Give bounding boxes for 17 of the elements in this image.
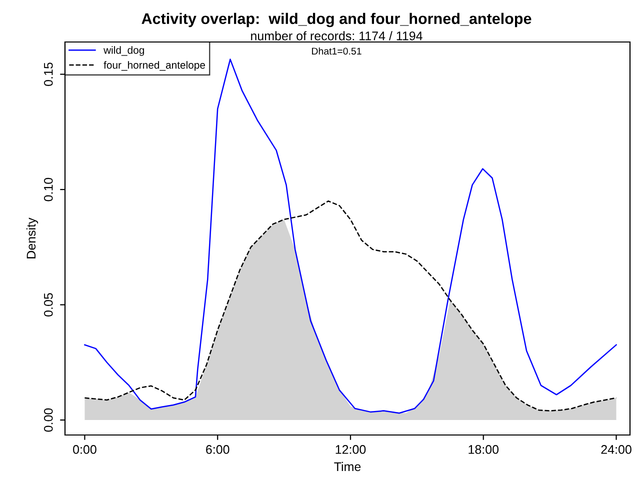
legend-label: wild_dog: [104, 46, 144, 56]
y-tick-label: 0.05: [44, 293, 53, 316]
annotation: Dhat1=0.51: [312, 47, 362, 55]
y-tick-label: 0.15: [44, 62, 53, 86]
x-tick-label: 12:00: [336, 445, 366, 454]
y-tick-label: 0.10: [44, 178, 53, 202]
chart-title: Activity overlap: wild_dog and four_horned_antelope: [142, 12, 532, 28]
x-tick-label: 24:00: [601, 445, 632, 454]
y-axis-title: Density: [26, 218, 38, 258]
x-tick-label: 0:00: [73, 445, 96, 454]
legend-label: four_horned_antelope: [104, 61, 206, 71]
y-tick-label: 0.00: [44, 408, 53, 432]
x-tick-label: 6:00: [206, 445, 230, 454]
line-series: [84, 58, 617, 414]
x-tick-label: 18:00: [468, 445, 499, 454]
chart-subtitle: number of records: 1174 / 1194: [251, 31, 422, 40]
x-axis-title: Time: [334, 462, 361, 472]
